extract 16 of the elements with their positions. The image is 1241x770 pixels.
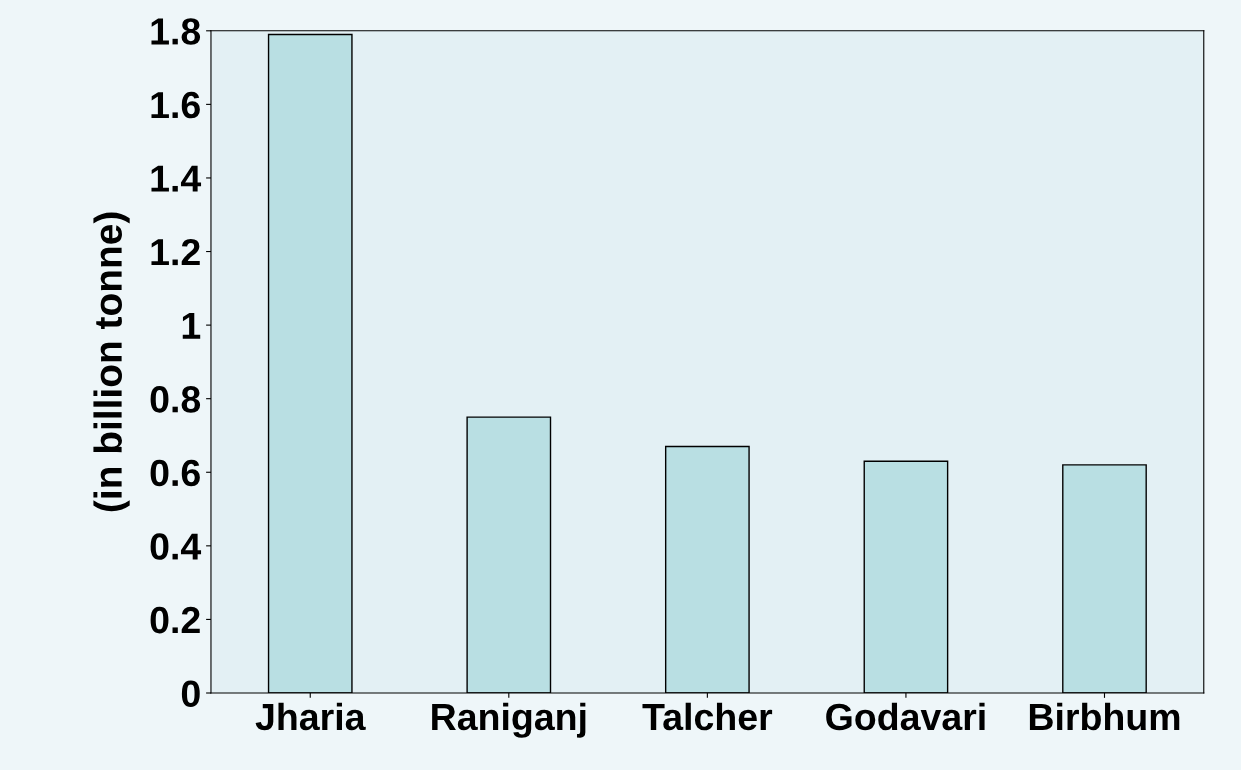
y-tick-label: 0.6 xyxy=(150,459,200,487)
x-tick-label: Jharia xyxy=(255,702,366,731)
y-tick-label: 1.2 xyxy=(151,238,200,266)
y-tick-label: 0.8 xyxy=(150,386,201,413)
y-tick-label: 0.4 xyxy=(150,533,202,560)
y-tick-label: 0 xyxy=(181,680,200,707)
x-tick-label: Raniganj xyxy=(432,702,586,738)
x-tick-label: Talcher xyxy=(642,702,773,731)
y-axis-title: (in billion tonne) xyxy=(93,212,130,512)
x-tick-label: Birbhum xyxy=(1029,702,1180,731)
y-tick-label: 1.8 xyxy=(151,18,201,45)
y-tick-label: 0.2 xyxy=(150,606,200,634)
y-tick-label: 1.6 xyxy=(151,91,200,119)
y-tick-label: 1 xyxy=(182,312,201,339)
x-tick-label: Godavari xyxy=(826,702,985,731)
y-tick-label: 1.4 xyxy=(151,165,202,192)
